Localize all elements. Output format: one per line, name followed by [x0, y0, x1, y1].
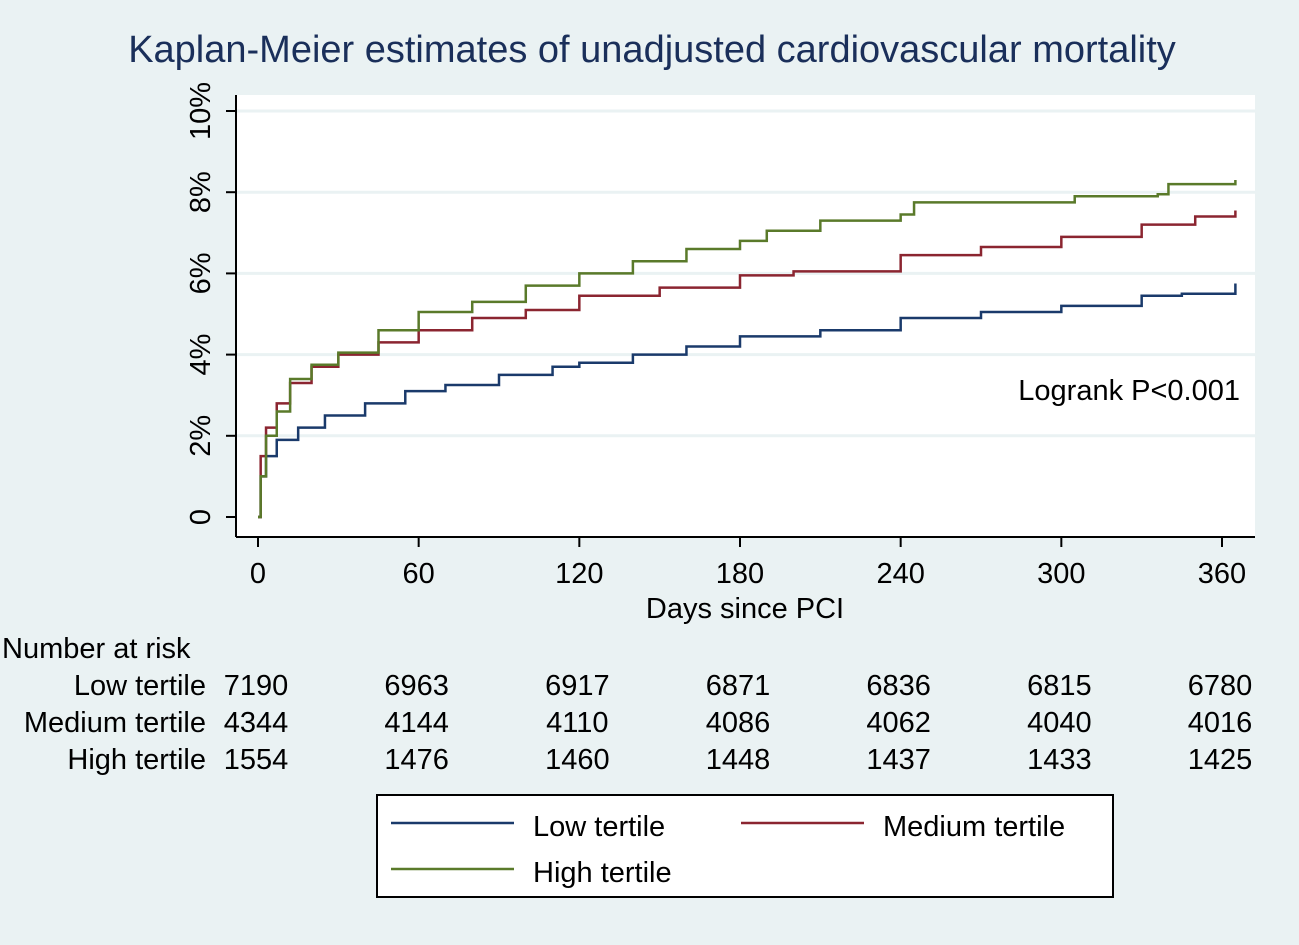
- x-tick-label: 180: [716, 558, 764, 590]
- series-line-high-tertile: [258, 180, 1237, 519]
- x-axis-label: Days since PCI: [646, 593, 844, 625]
- risk-value: 4040: [1027, 707, 1092, 739]
- risk-row-label: Medium tertile: [24, 707, 206, 739]
- risk-value: 1460: [545, 744, 610, 776]
- risk-value: 1448: [706, 744, 771, 776]
- risk-value: 4062: [866, 707, 931, 739]
- logrank-annotation: Logrank P<0.001: [1018, 375, 1240, 407]
- x-tick-label: 120: [555, 558, 603, 590]
- risk-value: 4016: [1188, 707, 1253, 739]
- x-axis: 0 60 120 180 240 300 360: [236, 536, 1255, 590]
- risk-value: 7190: [224, 670, 289, 702]
- series-line-medium-tertile: [258, 210, 1237, 519]
- y-tick-label: 0: [185, 509, 217, 525]
- legend: Low tertile Medium tertile High tertile: [391, 811, 1065, 889]
- risk-value: 6815: [1027, 670, 1092, 702]
- risk-table-title: Number at risk: [2, 633, 191, 665]
- x-tick-label: 240: [876, 558, 924, 590]
- risk-value: 4110: [546, 707, 608, 739]
- risk-value: 4144: [384, 707, 449, 739]
- plot-area: [236, 95, 1255, 537]
- risk-value: 6780: [1188, 670, 1253, 702]
- chart-title: Kaplan-Meier estimates of unadjusted car…: [128, 29, 1176, 71]
- gridlines: [237, 109, 1255, 438]
- risk-value: 6917: [545, 670, 610, 702]
- risk-value: 6836: [866, 670, 931, 702]
- risk-value: 1437: [866, 744, 931, 776]
- y-axis: 0 2% 4% 6% 8% 10%: [185, 82, 237, 537]
- legend-label: Medium tertile: [883, 811, 1065, 843]
- risk-value: 1425: [1188, 744, 1253, 776]
- y-tick-label: 6%: [185, 252, 217, 294]
- legend-box: [376, 794, 1114, 898]
- x-tick-label: 300: [1037, 558, 1085, 590]
- x-tick-label: 0: [250, 558, 266, 590]
- risk-value: 1476: [384, 744, 449, 776]
- risk-value: 1554: [224, 744, 289, 776]
- risk-value: 6871: [706, 670, 771, 702]
- series-lines: [258, 180, 1237, 519]
- risk-value: 6963: [384, 670, 449, 702]
- y-tick-label: 10%: [185, 82, 217, 140]
- risk-value: 4344: [224, 707, 289, 739]
- y-tick-label: 8%: [185, 171, 217, 213]
- risk-row-label: Low tertile: [74, 670, 206, 702]
- legend-label: Low tertile: [533, 811, 665, 843]
- legend-label: High tertile: [533, 857, 672, 889]
- series-line-low-tertile: [258, 283, 1237, 519]
- x-tick-label: 60: [403, 558, 435, 590]
- y-tick-label: 4%: [185, 334, 217, 376]
- risk-table: Low tertile 7190 6963 6917 6871 6836 6815 6780 M…: [24, 670, 1252, 776]
- risk-value: 1433: [1027, 744, 1092, 776]
- risk-row-label: High tertile: [67, 744, 206, 776]
- y-tick-label: 2%: [185, 415, 217, 457]
- risk-value: 4086: [706, 707, 771, 739]
- x-tick-label: 360: [1198, 558, 1246, 590]
